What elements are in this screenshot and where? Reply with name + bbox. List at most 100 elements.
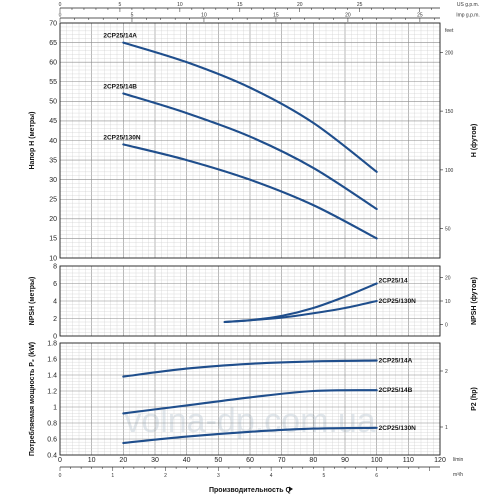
bottom-flow-axis: 0 10 20 30 40 50 60 70 80 90 100 110 120 l/min 0 1 2 3 4 5 6…	[58, 457, 463, 494]
y2-tick-label: 200	[445, 50, 454, 56]
series-label: 2CP25/130N	[379, 298, 417, 305]
top-flow-scales: 0 5 10 15 20 25 0 5 10 15 20 25 US g.p.m. Imp g.p.m.	[59, 2, 480, 22]
y-tick-label: 15	[49, 236, 57, 243]
y2-tick-label: 100	[445, 168, 454, 174]
y-tick-label: 1.4	[47, 372, 57, 379]
head-y-axis-title: Напор H (метры)	[29, 112, 36, 170]
y-tick-label: 45	[49, 118, 57, 125]
series-label: 2CP25/130N	[103, 134, 141, 141]
y-tick-label: 1.6	[47, 356, 57, 363]
y2-tick-label: 10	[445, 299, 451, 305]
power-panel: 0.4 0.6 0.8 1 1.2 1.4 1.6 1.8 1 2 Потребляемая мощ…	[28, 340, 478, 459]
y-tick-label: 60	[49, 59, 57, 66]
lmin-tick-label: 20	[119, 457, 127, 464]
m3h-tick-label: 0	[59, 473, 62, 479]
us-gpm-tick-label: 10	[177, 2, 183, 8]
head-panel: 10 15 20 25 30 35 40 45 50 55 60 65 70 50 100 150 200 fee…	[29, 20, 478, 262]
y-tick-label: 55	[49, 79, 57, 86]
y-tick-label: 35	[49, 157, 57, 164]
lmin-tick-label: 50	[214, 457, 222, 464]
y2-tick-label: 0	[445, 322, 448, 328]
y-tick-label: 10	[49, 255, 57, 262]
lmin-tick-label: 40	[183, 457, 191, 464]
imp-gpm-tick-label: 25	[417, 13, 423, 19]
y-tick-label: 30	[49, 177, 57, 184]
series-label: 2CP25/14	[379, 278, 408, 285]
lmin-tick-label: 110	[403, 457, 414, 464]
power-series-line	[122, 389, 378, 415]
series-label: 2CP25/14B	[103, 84, 137, 91]
power-series-line	[122, 426, 378, 445]
chart-panels: 1015202530354045505560657050100150200fee…	[28, 20, 478, 459]
y-tick-label: 1.8	[47, 340, 57, 347]
us-gpm-tick-label: 5	[119, 2, 122, 8]
power-y-axis-title: Потребляемая мощность P₂ (kW)	[28, 342, 36, 456]
imp-gpm-tick-label: 5	[131, 13, 134, 19]
y-tick-label: 0.4	[47, 452, 57, 459]
m3h-tick-label: 1	[111, 473, 114, 479]
m3h-tick-label: 6	[375, 473, 378, 479]
y-tick-label: 40	[49, 138, 57, 145]
head-y2-axis-title: H (футов)	[471, 124, 478, 158]
npsh-y2-axis-title: NPSH (футов)	[471, 277, 478, 325]
y2-tick-label: 50	[445, 227, 451, 233]
head-series-line	[122, 92, 378, 211]
lmin-tick-label: 120	[434, 457, 446, 464]
imp-gpm-tick-label: 10	[201, 13, 207, 19]
imp-gpm-tick-label: 0	[59, 13, 62, 19]
lmin-tick-label: 100	[371, 457, 383, 464]
x-axis-arrow-icon	[289, 486, 293, 492]
y-tick-label: 0	[53, 333, 57, 340]
y2-tick-label: 20	[445, 276, 451, 282]
series-label: 2CP25/14A	[103, 33, 137, 40]
lmin-tick-label: 30	[151, 457, 159, 464]
y-tick-label: 25	[49, 197, 57, 204]
series-label: 2CP25/14A	[379, 358, 413, 365]
y-tick-label: 70	[49, 20, 57, 27]
head-frame	[59, 22, 441, 259]
npsh-series-line	[223, 299, 378, 324]
us-gpm-tick-label: 0	[59, 2, 62, 8]
us-gpm-tick-label: 20	[297, 2, 303, 8]
power-series-line	[122, 359, 378, 378]
y-tick-label: 8	[53, 263, 57, 270]
y-tick-label: 20	[49, 216, 57, 223]
lmin-tick-label: 10	[88, 457, 96, 464]
lmin-tick-label: 90	[341, 457, 349, 464]
y2-tick-label: 150	[445, 109, 454, 115]
series-label: 2CP25/14B	[379, 387, 413, 394]
y-tick-label: 0.6	[47, 436, 57, 443]
head-series-line	[122, 143, 378, 240]
power-frame	[59, 342, 441, 456]
y2-tick-label: 1	[445, 425, 448, 431]
y-tick-label: 50	[49, 99, 57, 106]
imp-gpm-tick-label: 15	[273, 13, 279, 19]
us-gpm-unit: US g.p.m.	[457, 2, 479, 8]
lmin-tick-label: 70	[278, 457, 286, 464]
y2-unit: feet	[445, 28, 454, 34]
m3h-tick-label: 2	[164, 473, 167, 479]
m3h-tick-label: 3	[217, 473, 220, 479]
y2-tick-label: 2	[445, 369, 448, 375]
series-label: 2CP25/130N	[379, 425, 417, 432]
y-tick-label: 0.8	[47, 420, 57, 427]
y-tick-label: 4	[53, 298, 57, 305]
npsh-panel: 0 2 4 6 8 0 10 20 NPSH (метры) NPSH (футов) 2CP25/…	[29, 263, 478, 340]
x-axis-title: Производительность Q	[209, 487, 292, 494]
head-series-line	[122, 41, 378, 173]
y-tick-label: 1	[53, 404, 57, 411]
lmin-tick-label: 80	[309, 457, 317, 464]
us-gpm-tick-label: 15	[237, 2, 243, 8]
lmin-tick-label: 60	[246, 457, 254, 464]
imp-gpm-unit: Imp g.p.m.	[456, 13, 480, 19]
power-y2-axis-title: P2 (hp)	[471, 387, 478, 411]
y-tick-label: 65	[49, 40, 57, 47]
y-tick-label: 6	[53, 281, 57, 288]
m3h-tick-label: 5	[322, 473, 325, 479]
m3h-unit: m³/h	[453, 472, 463, 478]
us-gpm-tick-label: 25	[357, 2, 363, 8]
lmin-unit: l/min	[453, 457, 464, 463]
y-tick-label: 2	[53, 316, 57, 323]
lmin-tick-label: 0	[58, 457, 62, 464]
